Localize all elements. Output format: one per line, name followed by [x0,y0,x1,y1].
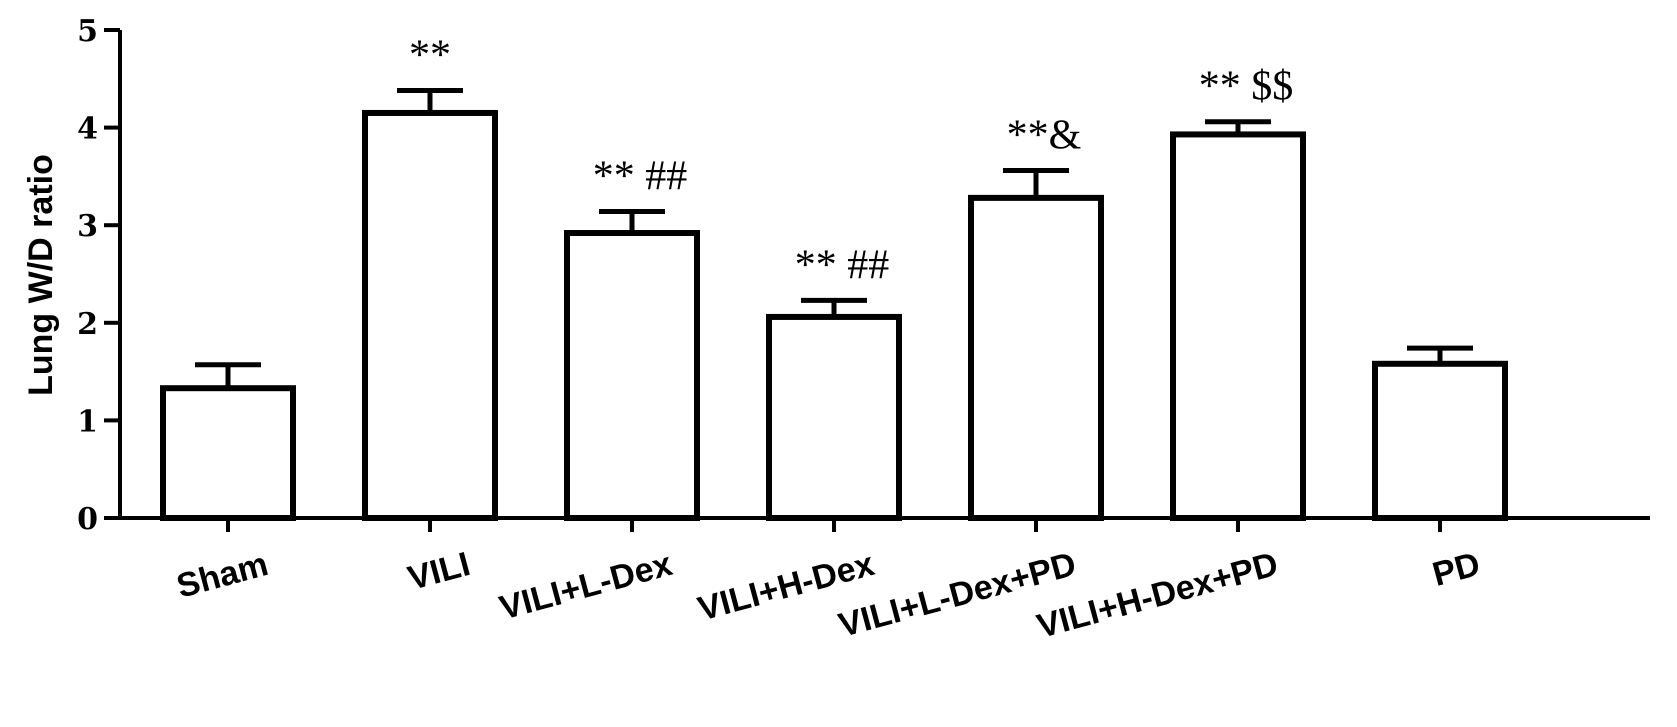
bar [1372,360,1508,521]
y-axis-label: Lung W/D ratio [22,154,60,396]
bar [1170,131,1306,521]
significance-label: **& [1007,113,1082,159]
significance-label: ** ## [593,154,688,200]
significance-label: ** $$ [1199,64,1294,110]
bar [362,109,498,522]
x-tick-label: VILI [404,545,474,598]
y-tick-label: 5 [77,14,98,49]
x-tick-label: Sham [173,545,272,606]
bar [766,313,902,521]
y-tick-label: 2 [77,307,98,342]
x-tick-label: VILI+L-Dex [496,545,677,627]
significance-label: ** [409,33,451,79]
y-tick-label: 3 [77,209,98,244]
y-tick-label: 0 [77,502,98,537]
y-tick-label: 4 [77,112,98,147]
significance-label: ** ## [795,242,890,288]
x-tick-label: PD [1429,545,1484,594]
bar [564,230,700,521]
bar [968,194,1104,521]
bars-group [160,88,1508,522]
y-tick-label: 1 [77,404,98,439]
bar [160,385,296,521]
